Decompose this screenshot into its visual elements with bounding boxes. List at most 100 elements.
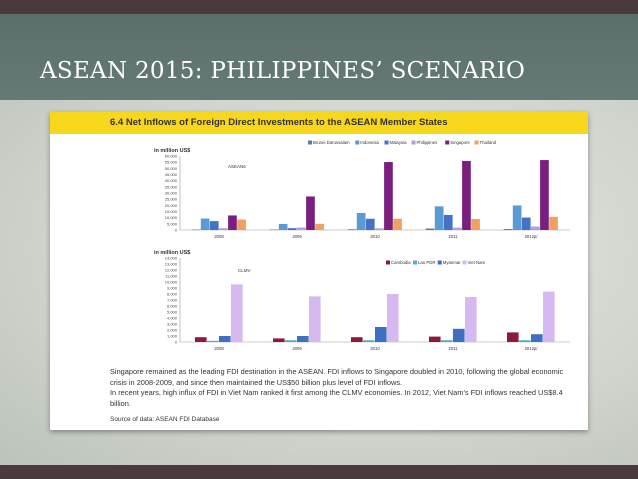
bar-lao-pdr-2008 [207, 340, 219, 342]
legend-swatch [462, 260, 467, 265]
clmv-chart: in million US$14,00013,00012,00011,00010… [154, 250, 570, 351]
y-tick-label: 1,000 [167, 334, 178, 339]
bar-brunei-darussalam-2012p [503, 229, 513, 230]
y-tick-label: 45,000 [165, 172, 178, 177]
x-tick-label: 2009 [292, 234, 302, 239]
bar-philippines-2010 [375, 228, 384, 230]
card-title: 6.4 Net Inflows of Foreign Direct Invest… [110, 117, 448, 128]
y-tick-label: 14,000 [165, 256, 178, 261]
x-tick-label: 2011 [448, 346, 458, 351]
y-tick-label: 40,000 [165, 178, 178, 183]
y-tick-label: 13,000 [165, 262, 178, 267]
legend-label: Brunei Darussalam [313, 140, 350, 145]
legend-swatch [445, 140, 450, 145]
bottom-border-band [0, 465, 638, 479]
x-tick-label: 2012p/ [525, 346, 539, 351]
bar-singapore-2012p [540, 160, 549, 230]
bar-malaysia-2012p [521, 217, 531, 230]
y-tick-label: 3,000 [167, 322, 178, 327]
bar-cambodia-2009 [273, 338, 285, 342]
x-tick-label: 2008 [214, 234, 224, 239]
y-tick-label: 10,000 [165, 215, 178, 220]
bar-indonesia-2011 [434, 206, 444, 230]
bar-philippines-2012p [531, 226, 540, 230]
y-tick-label: 2,000 [167, 328, 178, 333]
bar-indonesia-2009 [278, 223, 288, 230]
y-tick-label: 11,000 [165, 274, 178, 279]
bar-philippines-2008 [219, 228, 228, 230]
y-tick-label: 4,000 [167, 316, 178, 321]
bar-myanmar-2009 [297, 336, 309, 342]
legend-swatch [413, 260, 417, 265]
bar-brunei-darussalam-2009 [269, 229, 279, 231]
bar-singapore-2009 [306, 196, 315, 230]
bar-cambodia-2008 [195, 337, 207, 342]
bar-thailand-2011 [471, 219, 480, 230]
charts-figure: in million US$60,00055,00050,00045,00040… [154, 140, 570, 351]
legend-label: Indonesia [360, 140, 379, 145]
chart-card: 6.4 Net Inflows of Foreign Direct Invest… [50, 112, 588, 430]
bar-lao-pdr-2010 [363, 340, 375, 342]
y-tick-label: 60,000 [165, 154, 178, 159]
x-tick-label: 2011 [448, 234, 458, 239]
bar-lao-pdr-2011 [441, 340, 453, 342]
x-tick-label: 2010 [370, 346, 380, 351]
y-tick-label: 8,000 [167, 292, 178, 297]
bar-viet-nam-2009 [309, 296, 321, 342]
caption-paragraph-1: Singapore remained as the leading FDI de… [110, 367, 564, 387]
bar-brunei-darussalam-2011 [425, 228, 435, 230]
bar-myanmar-2011 [453, 328, 465, 342]
card-header: 6.4 Net Inflows of Foreign Direct Invest… [50, 112, 588, 134]
bar-malaysia-2011 [443, 214, 453, 230]
legend-label: Myanmar [443, 260, 461, 265]
bar-singapore-2008 [228, 215, 237, 230]
y-tick-label: 10,000 [165, 280, 178, 285]
bar-myanmar-2012p [531, 334, 543, 342]
y-tick-label: 55,000 [165, 160, 178, 165]
y-tick-label: 5,000 [167, 310, 178, 315]
legend-label: Philippines [417, 140, 438, 145]
slide-title: ASEAN 2015: PHILIPPINES’ SCENARIO [40, 58, 526, 84]
bar-thailand-2009 [315, 223, 324, 230]
bar-singapore-2011 [462, 160, 471, 230]
y-tick-label: 30,000 [165, 191, 178, 196]
bar-myanmar-2010 [375, 327, 387, 342]
bar-singapore-2010 [384, 162, 393, 230]
bar-viet-nam-2008 [231, 284, 243, 342]
bar-cambodia-2012p [507, 332, 519, 342]
y-tick-label: 15,000 [165, 209, 178, 214]
legend-label: Cambodia [391, 260, 411, 265]
y-tick-label: 7,000 [167, 298, 178, 303]
y-tick-label: 0 [175, 340, 178, 345]
bar-thailand-2010 [393, 218, 402, 230]
caption: Singapore remained as the leading FDI de… [110, 367, 580, 409]
y-tick-label: 25,000 [165, 197, 178, 202]
legend-label: Viet Nam [468, 260, 486, 265]
bar-thailand-2012p [549, 216, 558, 230]
legend-label: Thailand [480, 140, 497, 145]
legend-swatch [386, 260, 390, 265]
x-tick-label: 2008 [214, 346, 224, 351]
legend-swatch [355, 140, 360, 145]
title-band [0, 14, 638, 100]
bar-lao-pdr-2012p [519, 340, 531, 342]
bar-philippines-2011 [453, 227, 462, 230]
y-tick-label: 5,000 [167, 221, 178, 226]
bar-malaysia-2010 [365, 218, 375, 230]
bar-lao-pdr-2009 [285, 340, 297, 342]
bar-cambodia-2011 [429, 336, 441, 342]
asean6-chart: in million US$60,00055,00050,00045,00040… [154, 140, 570, 239]
top-border-band [0, 0, 638, 14]
y-tick-label: 9,000 [167, 286, 178, 291]
bar-philippines-2009 [297, 227, 306, 230]
bar-viet-nam-2011 [465, 297, 477, 342]
caption-paragraph-2: In recent years, high influx of FDI in V… [110, 388, 563, 408]
x-tick-label: 2009 [292, 346, 302, 351]
chart-group-title: CLMV [238, 268, 251, 273]
bar-myanmar-2008 [219, 336, 231, 342]
y-tick-label: 35,000 [165, 184, 178, 189]
legend-label: Lao PDR [418, 260, 435, 265]
y-tick-label: 6,000 [167, 304, 178, 309]
legend-label: Singapore [450, 140, 470, 145]
legend-swatch [437, 260, 442, 265]
